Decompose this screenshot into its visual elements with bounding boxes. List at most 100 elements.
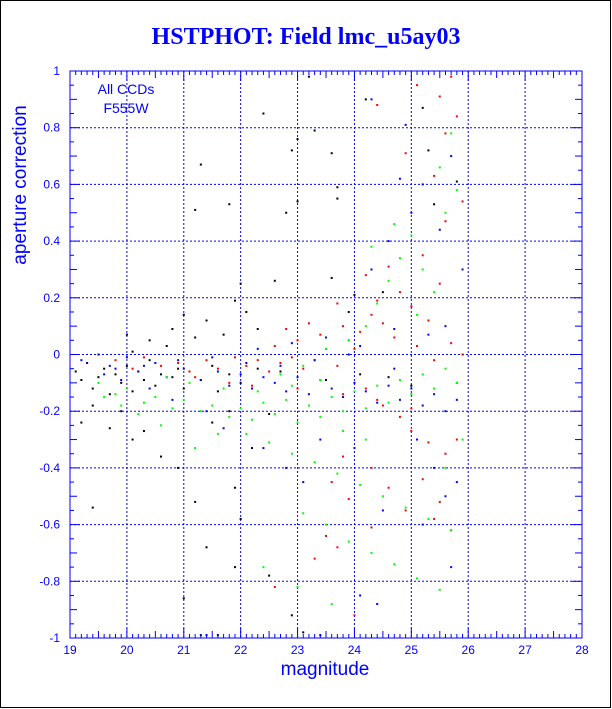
data-point <box>251 384 254 387</box>
data-point <box>364 274 367 277</box>
data-point <box>285 211 288 214</box>
data-point <box>177 367 180 370</box>
data-point <box>421 268 424 271</box>
data-point <box>364 407 367 410</box>
data-point <box>359 483 362 486</box>
data-point <box>450 529 453 532</box>
data-point <box>307 404 310 407</box>
y-tick-label: 0.8 <box>43 121 60 135</box>
data-point <box>342 325 345 328</box>
data-point <box>256 359 259 362</box>
data-point <box>455 398 458 401</box>
data-point <box>427 517 430 520</box>
data-point <box>268 370 271 373</box>
data-point <box>262 566 265 569</box>
data-point <box>370 245 373 248</box>
data-point <box>342 410 345 413</box>
data-point <box>376 299 379 302</box>
y-tick-label: -0.4 <box>39 461 60 475</box>
data-point <box>302 512 305 515</box>
data-point <box>444 466 447 469</box>
data-point <box>114 359 117 362</box>
data-point <box>302 364 305 367</box>
data-point <box>97 376 100 379</box>
data-point <box>364 390 367 393</box>
data-point <box>376 602 379 605</box>
data-point <box>216 370 219 373</box>
data-point <box>387 384 390 387</box>
data-point <box>359 344 362 347</box>
data-point <box>131 390 134 393</box>
data-point <box>103 373 106 376</box>
data-point <box>120 379 123 382</box>
data-point <box>216 390 219 393</box>
data-point <box>370 313 373 316</box>
data-point <box>194 447 197 450</box>
data-point <box>256 367 259 370</box>
data-point <box>336 186 339 189</box>
data-point <box>398 398 401 401</box>
data-point <box>268 574 271 577</box>
axis-tick-labels: 19 20 21 22 23 24 25 26 27 28 -1 -0.8 -0.6 -0.4 -0.2 0 0… <box>39 64 589 657</box>
data-point <box>421 404 424 407</box>
data-point <box>398 177 401 180</box>
data-point <box>381 509 384 512</box>
data-point <box>387 279 390 282</box>
data-point <box>353 347 356 350</box>
data-point <box>194 208 197 211</box>
data-point <box>296 585 299 588</box>
data-point <box>427 319 430 322</box>
y-tick-label: 0.4 <box>43 234 60 248</box>
data-point <box>364 387 367 390</box>
x-tick-label: 24 <box>348 643 362 657</box>
data-point <box>410 393 413 396</box>
data-point <box>80 421 83 424</box>
data-point <box>421 523 424 526</box>
data-point <box>228 384 231 387</box>
data-point <box>211 404 214 407</box>
data-point <box>290 342 293 345</box>
data-point <box>364 325 367 328</box>
x-tick-label: 22 <box>234 643 248 657</box>
data-point <box>91 506 94 509</box>
data-points <box>74 75 464 637</box>
data-point <box>421 478 424 481</box>
x-axis-label: magnitude <box>281 659 370 680</box>
data-point <box>285 398 288 401</box>
data-point <box>262 376 265 379</box>
y-tick-label: -0.8 <box>39 574 60 588</box>
data-point <box>370 268 373 271</box>
data-point <box>450 132 453 135</box>
data-point <box>416 438 419 441</box>
chart-title: HSTPHOT: Field lmc_u5ay03 <box>151 24 461 50</box>
data-point <box>120 410 123 413</box>
data-point <box>444 211 447 214</box>
data-point <box>393 563 396 566</box>
data-point <box>142 401 145 404</box>
y-tick-label: 0.2 <box>43 291 60 305</box>
data-point <box>296 421 299 424</box>
y-axis-label: aperture correction <box>10 105 31 264</box>
data-point <box>330 481 333 484</box>
data-point <box>364 98 367 101</box>
data-point <box>325 336 327 339</box>
data-point <box>245 310 248 313</box>
data-point <box>211 364 214 367</box>
data-point <box>330 387 333 390</box>
data-point <box>387 265 390 268</box>
data-point <box>273 585 276 588</box>
data-point <box>433 466 436 469</box>
data-point <box>103 396 106 399</box>
data-point <box>120 404 123 407</box>
data-point <box>450 342 453 345</box>
data-point <box>188 381 191 384</box>
data-point <box>290 356 293 359</box>
data-point <box>222 333 225 336</box>
data-point <box>376 398 379 401</box>
data-point <box>74 370 77 373</box>
data-point <box>450 566 453 569</box>
data-point <box>444 220 447 223</box>
data-point <box>262 112 265 115</box>
data-point <box>347 339 350 342</box>
data-point <box>427 333 430 336</box>
